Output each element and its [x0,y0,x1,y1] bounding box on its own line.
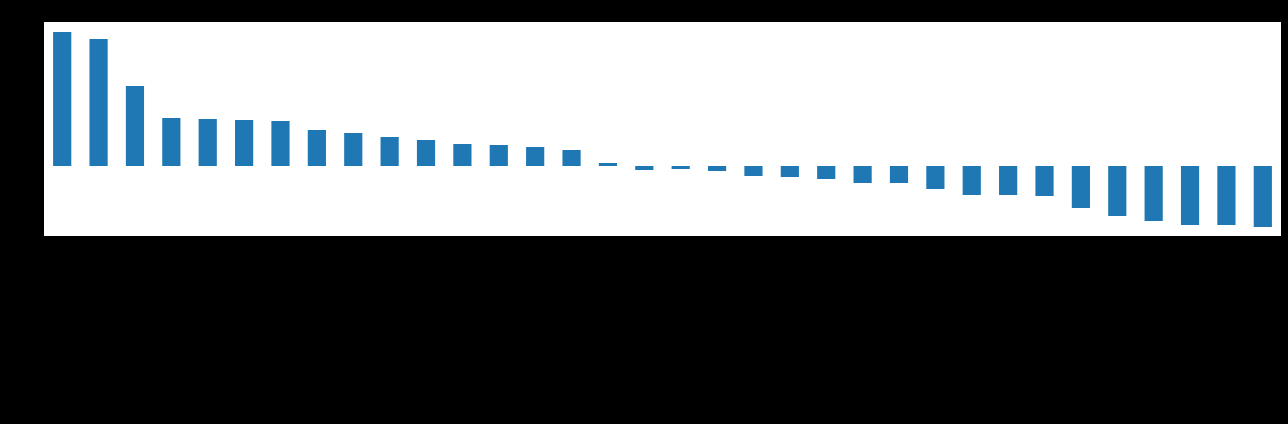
bar [489,145,508,166]
bar [562,150,581,166]
bar [53,32,72,166]
bar [1217,166,1236,225]
bar [671,166,690,169]
bar [162,118,181,166]
bar [307,130,326,166]
bar [1253,166,1272,227]
plot-area [44,22,1281,236]
bar [380,137,399,166]
bar [271,121,290,166]
bar [635,166,654,170]
bar [526,147,545,166]
bar [198,119,217,166]
bar [1071,166,1090,208]
bar [707,166,727,171]
bar [853,166,872,183]
bar [1108,166,1127,216]
bar [999,166,1018,195]
bar [125,86,145,166]
bar [926,166,945,189]
bar [598,163,618,166]
bar [1180,166,1200,225]
bar [744,166,763,176]
bar [453,144,472,166]
bar [416,140,436,166]
bar [344,133,363,166]
bar [780,166,799,177]
bar [962,166,981,195]
bar [817,166,836,179]
bar [235,120,254,166]
bar [1035,166,1054,196]
bar [889,166,909,183]
bar [89,39,108,166]
bar [1144,166,1163,221]
